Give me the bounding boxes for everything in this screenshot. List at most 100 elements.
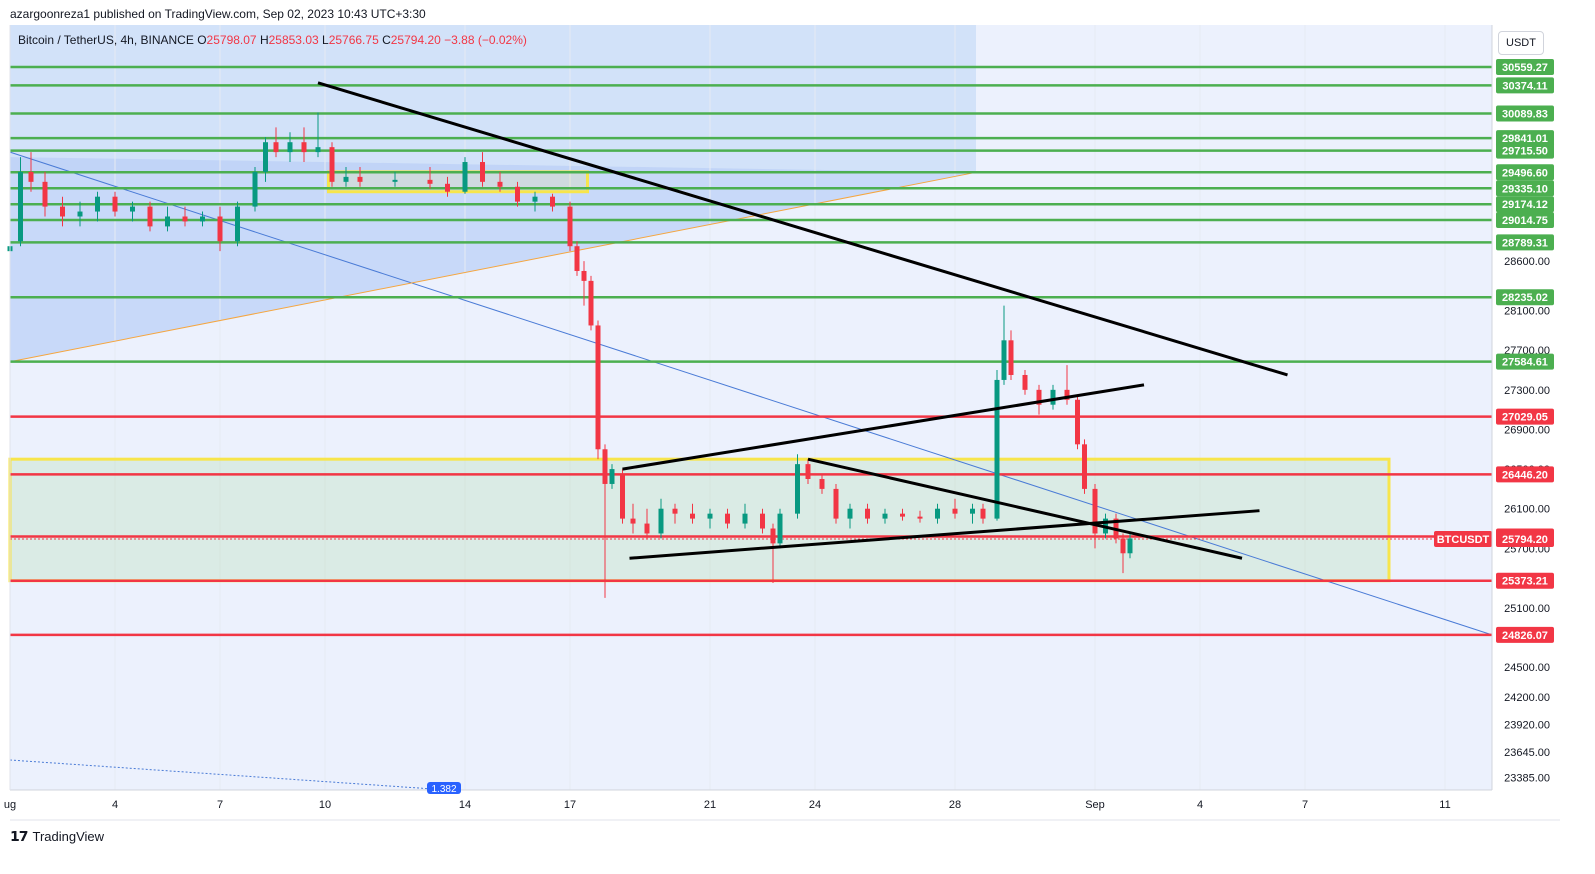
candle-body-22 — [343, 176, 349, 182]
green-level-label-6: 29335.10 — [1502, 183, 1548, 195]
candle-body-59 — [900, 513, 905, 517]
candle-body-64 — [980, 508, 986, 519]
y-tick-4: 26900.00 — [1504, 424, 1550, 436]
candle-body-77 — [1120, 538, 1126, 554]
green-level-tag-8 — [1496, 211, 1554, 228]
candle-body-55 — [833, 488, 839, 519]
candle-body-50 — [770, 528, 776, 544]
candle-body-1 — [18, 171, 23, 242]
candle-body-60 — [917, 516, 923, 519]
candle-body-41 — [630, 518, 636, 524]
candle-body-15 — [252, 171, 258, 207]
red-level-label-4: 24826.07 — [1502, 630, 1548, 642]
candle-body-43 — [658, 508, 664, 534]
candle-body-13 — [217, 216, 223, 242]
symbol-name: Bitcoin / TetherUS, 4h, BINANCE — [18, 33, 194, 47]
candle-body-26 — [445, 183, 450, 192]
green-level-tag-7 — [1496, 196, 1554, 213]
green-level-tag-3 — [1496, 130, 1554, 147]
candle-body-63 — [970, 508, 975, 514]
red-level-tag-0 — [1496, 408, 1554, 425]
symbol-legend: Bitcoin / TetherUS, 4h, BINANCE O25798.0… — [18, 33, 527, 47]
green-level-label-10: 28235.02 — [1502, 292, 1548, 304]
tradingview-logo-icon: 𝟭𝟳 — [10, 828, 29, 844]
ohlc-value-l: 25766.75 — [328, 33, 379, 47]
x-tick-6: 21 — [704, 799, 716, 811]
trendline-2 — [629, 509, 1260, 560]
candle-body-7 — [112, 196, 118, 212]
green-level-tag-6 — [1496, 180, 1554, 197]
candle-body-47 — [725, 513, 730, 524]
candle-body-38 — [602, 449, 608, 484]
y-tick-13: 23385.00 — [1504, 773, 1550, 785]
green-level-tag-11 — [1496, 353, 1554, 370]
green-level-label-9: 28789.31 — [1502, 237, 1548, 249]
price-change: −3.88 (−0.02%) — [444, 33, 527, 47]
candle-body-73 — [1082, 444, 1087, 489]
y-tick-6: 26100.00 — [1504, 504, 1550, 516]
candle-body-61 — [935, 508, 940, 519]
candle-body-16 — [263, 142, 268, 172]
green-level-label-4: 29715.50 — [1502, 146, 1548, 158]
candle-body-58 — [882, 513, 888, 519]
green-level-label-2: 30089.83 — [1502, 108, 1548, 120]
candle-body-52 — [795, 464, 800, 514]
x-tick-8: 28 — [949, 799, 961, 811]
candle-body-74 — [1092, 488, 1098, 534]
candle-body-46 — [707, 513, 713, 519]
candle-body-8 — [130, 206, 135, 212]
y-tick-3: 27300.00 — [1504, 385, 1550, 397]
price-axis: 28600.0028100.0027700.0027300.0026900.00… — [1496, 59, 1554, 785]
ohlc-values: O25798.07 H25853.03 L25766.75 C25794.20 — [197, 33, 441, 47]
red-level-tag-4 — [1496, 626, 1554, 643]
candle-body-37 — [595, 325, 601, 450]
red-level-tag-3 — [1496, 572, 1554, 589]
candle-body-68 — [1022, 374, 1028, 390]
green-level-tag-2 — [1496, 105, 1554, 122]
green-level-tag-4 — [1496, 142, 1554, 159]
red-level-tag-1 — [1496, 466, 1554, 483]
candle-body-25 — [427, 179, 433, 184]
x-tick-10: 4 — [1197, 799, 1203, 811]
x-tick-5: 17 — [564, 799, 576, 811]
fib-badge — [427, 782, 461, 794]
candle-body-39 — [609, 469, 615, 484]
green-level-label-7: 29174.12 — [1502, 199, 1548, 211]
currency-button[interactable]: USDT — [1498, 31, 1544, 55]
x-tick-1: 4 — [112, 799, 118, 811]
green-level-tag-10 — [1496, 289, 1554, 306]
current-price-tag — [1496, 530, 1554, 547]
candle-body-71 — [1064, 389, 1070, 400]
candle-body-34 — [574, 246, 580, 271]
ohlc-key-h: H — [256, 33, 269, 47]
candle-body-66 — [1001, 340, 1007, 380]
candle-body-5 — [77, 211, 83, 217]
green-level-label-0: 30559.27 — [1502, 62, 1548, 74]
candle-body-24 — [392, 179, 398, 182]
symbol-tag — [1434, 530, 1492, 547]
y-tick-9: 24500.00 — [1504, 662, 1550, 674]
candle-body-9 — [147, 206, 153, 227]
trendline-0 — [317, 81, 1288, 377]
footer-brand: TradingView — [32, 829, 105, 844]
green-level-tag-5 — [1496, 164, 1554, 181]
x-tick-3: 10 — [319, 799, 331, 811]
candle-body-12 — [200, 216, 205, 222]
candle-body-40 — [620, 474, 625, 519]
candle-body-65 — [994, 379, 1000, 519]
candle-body-21 — [329, 147, 335, 182]
symbol-tag-label: BTCUSDT — [1437, 534, 1490, 546]
red-level-label-1: 26446.20 — [1502, 469, 1548, 481]
x-tick-12: 11 — [1439, 799, 1450, 811]
candle-body-48 — [742, 513, 748, 524]
candle-body-6 — [95, 196, 100, 212]
candle-body-23 — [357, 176, 363, 182]
y-tick-1: 28100.00 — [1504, 306, 1550, 318]
candle-body-19 — [301, 142, 307, 153]
publish-line: azargoonreza1 published on TradingView.c… — [10, 7, 426, 21]
y-tick-12: 23645.00 — [1504, 747, 1550, 759]
x-tick-11: 7 — [1302, 799, 1308, 811]
candle-body-28 — [480, 162, 485, 182]
